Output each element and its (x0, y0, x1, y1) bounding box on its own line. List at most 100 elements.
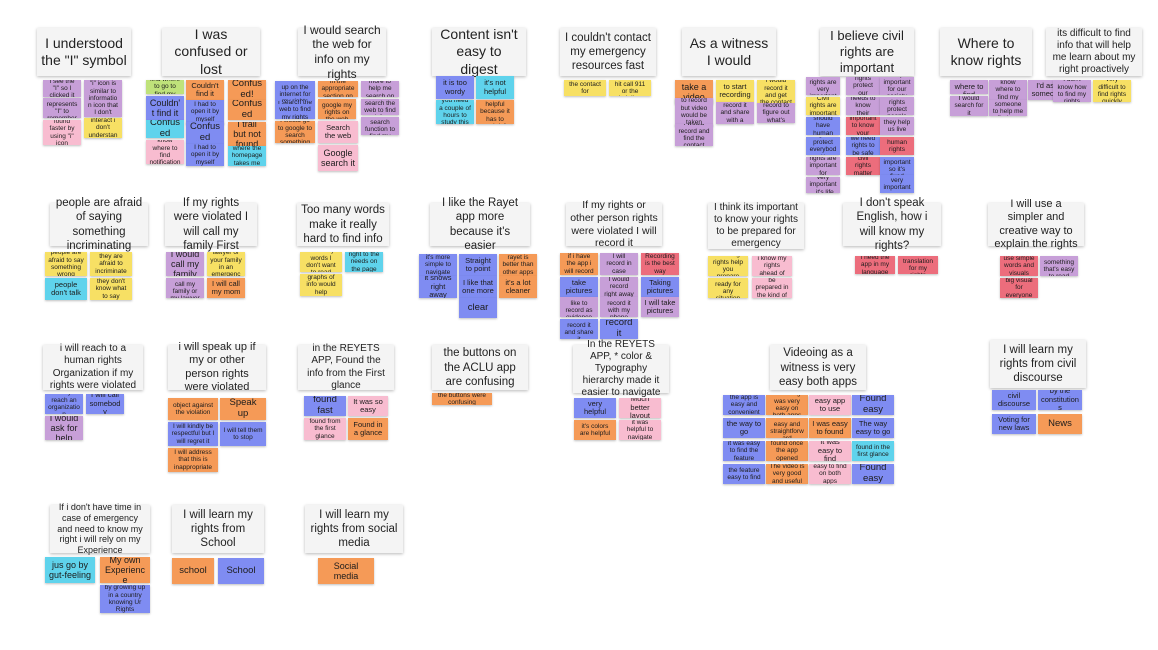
sticky-note[interactable]: Much better layout (619, 398, 661, 418)
sticky-note[interactable]: Taking pictures (641, 277, 679, 297)
sticky-note[interactable]: human rights are very important (806, 77, 840, 95)
sticky-note[interactable]: Couldn't find it (186, 80, 224, 100)
sticky-note[interactable]: object against the violation (168, 398, 218, 420)
sticky-note[interactable]: it's more simple to navigate (419, 254, 457, 276)
sticky-note[interactable]: it was helpful to navigate (619, 420, 661, 440)
sticky-note[interactable]: The way easy to go (852, 418, 894, 438)
cluster-header[interactable]: I believe civil rights are important (820, 28, 914, 76)
cluster-header[interactable]: I couldn't contact my emergency resource… (560, 28, 656, 76)
sticky-note[interactable]: it's not helpful (476, 76, 514, 99)
sticky-note[interactable]: the way to go (723, 418, 765, 438)
sticky-note[interactable]: everyone needs to know their rights (846, 97, 880, 115)
sticky-note[interactable]: I would google my rights on the web (318, 99, 356, 119)
sticky-note[interactable]: to start recording (716, 80, 754, 102)
sticky-note[interactable]: people don't talk (45, 278, 87, 300)
sticky-note[interactable]: I will tell them to stop (220, 422, 266, 446)
sticky-note[interactable]: very helpful (574, 398, 616, 418)
sticky-note[interactable]: Call your lawyer or your family in an em… (207, 252, 245, 276)
sticky-note[interactable]: I would record it and get the contact (757, 80, 795, 104)
sticky-note[interactable]: I will try to reach an organization (45, 394, 83, 414)
sticky-note[interactable]: Civil rights are important (806, 97, 840, 115)
cluster-header[interactable]: in the REYETS APP, Found the info from t… (298, 343, 394, 391)
sticky-note[interactable]: Found easy (852, 464, 894, 484)
sticky-note[interactable]: too many words I don't want to read (300, 252, 342, 272)
sticky-note[interactable]: school (172, 558, 214, 584)
sticky-note[interactable]: I'd look it up on the internet for my ri… (275, 81, 315, 101)
sticky-note[interactable]: Everyone should have human rights (806, 117, 840, 135)
sticky-note[interactable]: I will address that this is inappropriat… (168, 448, 218, 472)
cluster-header[interactable]: I will learn my rights from social media (305, 505, 403, 553)
sticky-note[interactable]: I would record it with my phone (600, 297, 638, 317)
sticky-note[interactable]: Found easy (852, 395, 894, 415)
sticky-note[interactable]: if i have the app i will record (560, 253, 598, 275)
sticky-note[interactable]: I would like to record as evidence (560, 297, 598, 317)
sticky-note[interactable]: I would search for it (950, 96, 988, 116)
sticky-note[interactable]: News (1038, 414, 1082, 434)
sticky-note[interactable]: the features easy and straightforward (766, 418, 808, 438)
sticky-note[interactable]: Confused (186, 122, 224, 144)
sticky-note[interactable]: found faster by using "i" icon (43, 120, 81, 145)
sticky-note[interactable]: it was easy to find the feature (723, 441, 765, 461)
cluster-header[interactable]: If i don't have time in case of emergenc… (50, 502, 150, 555)
sticky-note[interactable]: knowing rights help you prepare (708, 256, 748, 276)
sticky-note[interactable]: need translation for my rights (898, 256, 938, 274)
sticky-note[interactable]: we have to be prepared in the kind of si… (752, 278, 792, 298)
sticky-note[interactable]: rayet is better than other apps (499, 254, 537, 276)
sticky-note[interactable]: clear (459, 298, 497, 318)
cluster-header[interactable]: I was confused or lost (162, 26, 260, 77)
sticky-note[interactable]: very important for our society (880, 77, 914, 95)
sticky-note[interactable]: I would ask for help (45, 416, 83, 440)
sticky-note[interactable]: take pictures (560, 277, 598, 297)
sticky-note[interactable]: it's better if i know my rights ahead of… (752, 256, 792, 276)
sticky-note[interactable]: I will record in case (600, 253, 638, 275)
sticky-note[interactable]: big visual for everyone (1000, 278, 1038, 298)
sticky-note[interactable]: The video is very good and useful (766, 464, 808, 484)
sticky-note[interactable]: human rights (880, 137, 914, 155)
sticky-note[interactable]: I don't know how to find my rights (1053, 80, 1091, 102)
sticky-note[interactable]: civil discourse (992, 390, 1036, 410)
sticky-note[interactable]: found once the app opened (766, 441, 808, 461)
sticky-note[interactable]: you need a couple of hours to study this (436, 100, 474, 124)
sticky-note[interactable]: I was easy to found (809, 418, 851, 438)
sticky-note[interactable]: I think that the icon represents "I" to … (43, 98, 81, 118)
sticky-note[interactable]: the app is easy and convenient (723, 395, 765, 415)
sticky-note[interactable]: I would try to record but video would be… (675, 98, 713, 126)
sticky-note[interactable]: I would use the search function to find … (361, 117, 399, 135)
sticky-note[interactable]: so important so it's fixed (880, 157, 914, 175)
sticky-note[interactable]: it is not helpful because it has to much… (476, 100, 514, 124)
sticky-note[interactable]: they don't know what to say (90, 278, 132, 300)
sticky-note[interactable]: I will take pictures (641, 297, 679, 317)
sticky-note[interactable]: Confused! (228, 80, 266, 100)
sticky-note[interactable]: right to the needs on the page (345, 252, 383, 272)
sticky-note[interactable]: found in the first glance (852, 441, 894, 461)
sticky-note[interactable]: Couldn't find where to go to find my rig… (146, 80, 184, 94)
sticky-note[interactable]: recording was very easy on both apps (766, 395, 808, 415)
sticky-note[interactable]: I would go to google to search something (275, 121, 315, 143)
sticky-note[interactable]: I want to be in the appropriate section … (318, 81, 358, 97)
cluster-header[interactable]: If my rights were violated I will call m… (165, 197, 257, 252)
sticky-note[interactable]: I would record it and share it (560, 319, 598, 339)
cluster-header[interactable]: I will learn my rights from civil discou… (990, 340, 1086, 388)
sticky-note[interactable]: I would call my family (166, 252, 204, 276)
sticky-note[interactable]: I had to open it by myself (186, 144, 224, 166)
sticky-note[interactable]: found fast (304, 396, 346, 416)
sticky-note[interactable]: I can't find the contact for emergency (564, 80, 606, 96)
sticky-note[interactable]: we need rights to be safe (846, 137, 880, 155)
sticky-note[interactable]: Found in a glance (348, 418, 388, 440)
sticky-note[interactable]: I will call somebody (86, 394, 124, 414)
sticky-note[interactable]: I trail but not found (228, 122, 266, 146)
sticky-note[interactable]: Its been able to interact i don't unders… (84, 118, 122, 138)
sticky-note[interactable]: they are afraid to incriminate (90, 252, 132, 276)
sticky-note[interactable]: I want something that's easy to read (1040, 256, 1078, 276)
cluster-header[interactable]: i will reach to a human rights Organizat… (43, 343, 143, 391)
sticky-note[interactable]: I would record it and share with a helpe… (716, 102, 754, 124)
cluster-header[interactable]: Videoing as a witness is very easy both … (770, 345, 866, 390)
cluster-header[interactable]: I will use a simpler and creative way to… (988, 198, 1084, 250)
cluster-header[interactable]: Too many words make it really hard to fi… (297, 203, 389, 246)
sticky-note[interactable]: Recording is the best way (641, 253, 679, 275)
sticky-note[interactable]: I don't know where to find my rights (989, 80, 1027, 100)
sticky-note[interactable]: by growing up in a country knowing Ur Ri… (100, 585, 150, 613)
cluster-header[interactable]: In the REYETS APP, * color & Typography … (573, 339, 669, 398)
cluster-header[interactable]: the buttons on the ACLU app are confusin… (432, 345, 528, 390)
